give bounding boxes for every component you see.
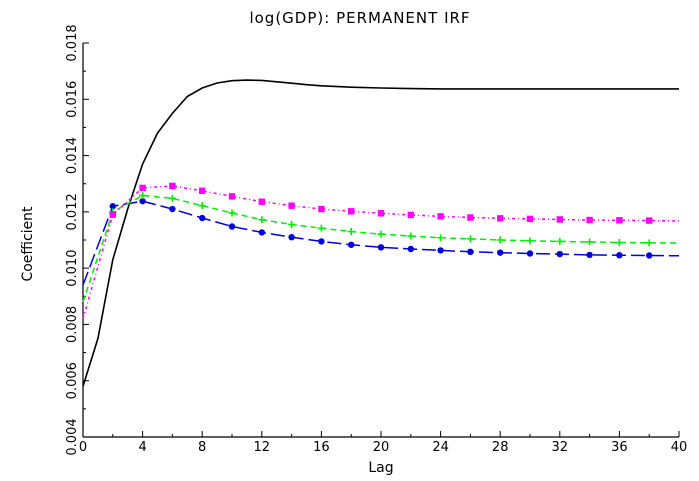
series-2-point [318,238,325,245]
series-3-point [437,234,445,242]
series-2-point [169,205,176,213]
series-3-point [139,192,147,200]
series-3-point [288,221,296,229]
series-2-point [258,229,265,236]
series-3-point [407,232,415,240]
series-2-line [82,200,680,286]
series-2-point [109,203,117,210]
series-2-point [497,249,504,256]
series-4-point [377,210,385,217]
series-4-point [348,208,355,215]
series-3-point [347,228,355,236]
y-tick-label: 0.008 [65,306,80,343]
series-3-point [526,237,534,245]
y-tick-label: 0.004 [65,418,80,455]
series-4-point [556,216,563,223]
series-2-point [526,250,534,257]
series-3-point [556,237,564,245]
x-tick-label: 4 [138,440,146,455]
series-3-point [258,216,266,224]
y-tick-label: 0.012 [65,193,80,230]
series-3-point [168,194,176,202]
series-4-point [437,213,444,220]
series-4-point [109,211,116,218]
series-3-point [198,202,206,210]
series-2-point [586,251,593,259]
series-3-point [317,224,325,232]
series-2-point [348,241,355,248]
series-2-point [556,250,563,258]
series-3-point [645,239,653,247]
series-2-point [437,247,444,254]
series-4-point [497,215,504,222]
series-3-point [228,209,236,217]
series-2-point [199,214,206,222]
series-4-point [526,215,534,223]
x-axis-title: Lag [368,460,393,476]
plot-area: 0 4 8 12 16 20 24 28 32 36 40 0.004 0.006 0.008 0.010 0… [65,24,687,455]
x-tick-label: 40 [671,440,688,455]
series-4-point [646,217,653,224]
series-4-point [139,184,146,192]
y-axis-title: Coefficient [20,206,36,282]
series-4-point [288,202,295,209]
x-tick-label: 0 [79,440,87,455]
y-tick-label: 0.006 [65,362,80,399]
series-2-point [228,223,236,230]
x-tick-label: 24 [432,440,449,455]
series-2-point [467,248,474,256]
series-4-point [616,217,623,224]
series-3-point [377,230,385,238]
series-4-point [169,182,176,190]
series-2-point [288,233,295,241]
x-tick-label: 32 [552,440,569,455]
series-2-point [377,244,385,251]
x-tick-label: 8 [198,440,206,455]
series-1-line [82,79,679,387]
series-4-point [467,214,474,221]
y-tick-label: 0.010 [65,250,80,287]
x-tick-label: 20 [373,440,390,455]
series-3-point [615,239,623,247]
series-4-point [199,187,206,194]
series-3-point [466,235,474,243]
series-2-point [407,245,414,253]
x-tick-label: 12 [254,440,271,455]
series-2-point [139,197,146,205]
chart-title: log(GDP): PERMANENT IRF [249,9,470,27]
series-4-point [586,216,593,224]
y-tick-label: 0.018 [65,24,80,61]
x-tick-label: 28 [492,440,509,455]
series-3-point [586,238,594,246]
series-4-point [258,198,265,205]
series-2-point [646,252,653,259]
x-tick-label: 16 [313,440,330,455]
x-tick-label: 36 [611,440,628,455]
series-2-point [616,251,623,259]
series-4-point [318,205,325,213]
y-tick-label: 0.014 [65,137,80,174]
series-3-point [496,236,504,244]
y-tick-label: 0.016 [65,81,80,118]
series-4-point [407,211,414,219]
series-4-point [228,193,236,200]
